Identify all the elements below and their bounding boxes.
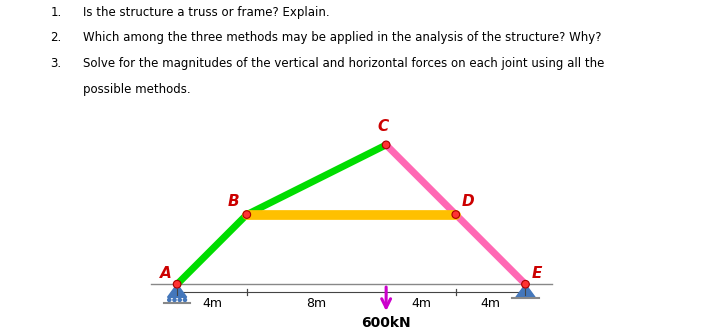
- Text: Solve for the magnitudes of the vertical and horizontal forces on each joint usi: Solve for the magnitudes of the vertical…: [83, 57, 604, 70]
- Text: Is the structure a truss or frame? Explain.: Is the structure a truss or frame? Expla…: [83, 6, 330, 19]
- Circle shape: [174, 280, 181, 288]
- Circle shape: [243, 211, 251, 218]
- Polygon shape: [168, 284, 186, 297]
- Text: B: B: [228, 194, 239, 209]
- Text: 8m: 8m: [307, 297, 326, 310]
- Text: 4m: 4m: [481, 297, 500, 310]
- Text: D: D: [462, 194, 474, 209]
- Circle shape: [452, 211, 459, 218]
- Polygon shape: [516, 284, 535, 297]
- Text: possible methods.: possible methods.: [83, 83, 190, 96]
- Text: C: C: [377, 120, 389, 135]
- Circle shape: [184, 298, 186, 301]
- Text: 2.: 2.: [50, 32, 62, 45]
- Text: 4m: 4m: [411, 297, 431, 310]
- Text: 600kN: 600kN: [361, 316, 411, 330]
- Circle shape: [382, 141, 390, 149]
- Circle shape: [178, 298, 181, 301]
- Circle shape: [522, 280, 529, 288]
- Text: 1.: 1.: [50, 6, 62, 19]
- Text: 3.: 3.: [50, 57, 61, 70]
- Circle shape: [168, 298, 171, 301]
- Text: E: E: [531, 266, 542, 281]
- Text: A: A: [160, 266, 171, 281]
- Circle shape: [173, 298, 176, 301]
- Text: 4m: 4m: [202, 297, 222, 310]
- Text: Which among the three methods may be applied in the analysis of the structure? W: Which among the three methods may be app…: [83, 32, 601, 45]
